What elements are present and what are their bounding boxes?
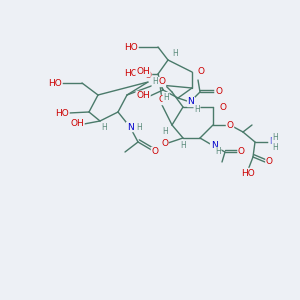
Text: H: H	[172, 50, 178, 58]
Text: HO: HO	[124, 70, 138, 79]
Text: HO: HO	[48, 79, 62, 88]
Text: O: O	[152, 148, 158, 157]
Text: H: H	[163, 92, 169, 101]
Text: O: O	[161, 139, 168, 148]
Text: O: O	[226, 121, 233, 130]
Text: H: H	[272, 134, 278, 142]
Text: H: H	[215, 148, 221, 157]
Text: H: H	[162, 128, 168, 136]
Text: H: H	[194, 104, 200, 113]
Text: H: H	[272, 143, 278, 152]
Text: H: H	[101, 124, 107, 133]
Text: O: O	[198, 68, 205, 76]
Text: H: H	[180, 140, 186, 149]
Text: O: O	[219, 103, 226, 112]
Text: H: H	[136, 122, 142, 131]
Text: OH: OH	[136, 68, 150, 76]
Text: O: O	[238, 148, 245, 157]
Text: O: O	[158, 95, 166, 104]
Text: O: O	[158, 77, 166, 86]
Text: N: N	[188, 98, 194, 106]
Text: H: H	[152, 77, 158, 86]
Text: O: O	[266, 158, 273, 166]
Text: N: N	[211, 140, 218, 149]
Text: HO: HO	[55, 109, 69, 118]
Text: HO: HO	[124, 43, 138, 52]
Text: HO: HO	[241, 169, 255, 178]
Text: OH: OH	[136, 92, 150, 100]
Text: N: N	[269, 137, 276, 146]
Text: OH: OH	[70, 119, 84, 128]
Text: O: O	[145, 71, 152, 80]
Text: N: N	[127, 122, 134, 131]
Text: O: O	[215, 88, 222, 97]
